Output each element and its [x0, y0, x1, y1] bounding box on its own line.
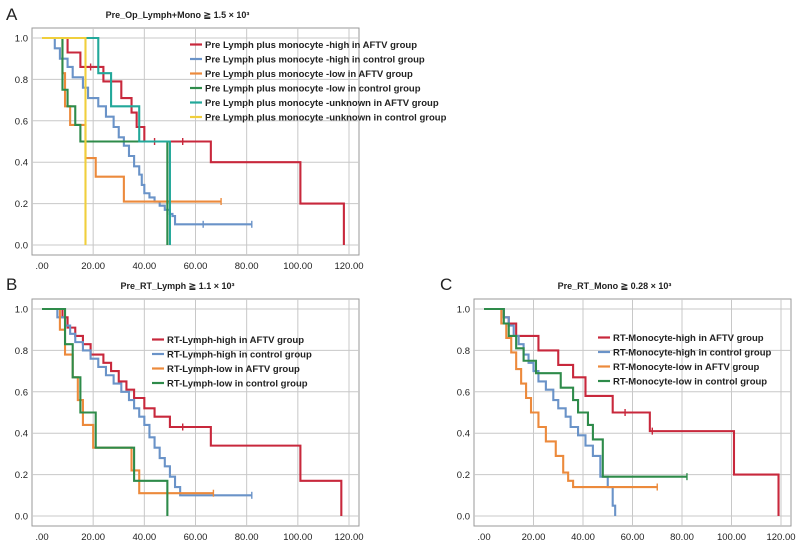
- km-curve-series-2: [42, 307, 252, 497]
- y-tick-label: 0.6: [15, 116, 28, 127]
- x-tick-label: 80.00: [670, 532, 694, 543]
- y-tick-label: 1.0: [15, 305, 28, 316]
- y-tick-label: 0.0: [15, 512, 28, 523]
- legend-label: Pre Lymph plus monocyte -high in control…: [205, 55, 425, 66]
- km-curve-series-1: [42, 307, 343, 516]
- legend-item: Pre Lymph plus monocyte -unknown in cont…: [190, 113, 447, 124]
- km-panel-c: Pre_RT_Mono ≧ 0.28 × 10³ .00 20.00 40.00 60.…: [457, 281, 796, 543]
- legend-item: RT-Lymph-low in AFTV group: [152, 364, 300, 375]
- km-curve-series-4: [484, 307, 687, 478]
- legend-label: RT-Lymph-low in AFTV group: [167, 364, 300, 375]
- x-tick-label: 40.00: [132, 532, 156, 543]
- y-tick-label: 0.2: [15, 199, 28, 210]
- legend-label: RT-Lymph-high in control group: [167, 350, 312, 361]
- legend-item: RT-Monocyte-high in AFTV group: [598, 333, 764, 344]
- x-tick-label: 100.00: [283, 532, 312, 543]
- legend-item: Pre Lymph plus monocyte -high in control…: [190, 55, 425, 66]
- x-tick-label: 80.00: [235, 261, 259, 272]
- y-tick-label: 0.4: [457, 429, 470, 440]
- legend-item: Pre Lymph plus monocyte -low in AFTV gro…: [190, 69, 413, 80]
- y-tick-label: 0.4: [15, 429, 28, 440]
- chart-title: Pre_RT_Lymph ≧ 1.1 × 10³: [120, 281, 234, 291]
- y-tick-label: 1.0: [457, 305, 470, 316]
- y-tick-label: 0.8: [15, 346, 28, 357]
- km-curve-series-1: [42, 36, 345, 245]
- panel-label-c: C: [440, 275, 452, 294]
- legend-label: RT-Monocyte-low in AFTV group: [613, 362, 760, 373]
- chart-title: Pre_Op_Lymph+Mono ≧ 1.5 × 10³: [106, 10, 250, 20]
- km-curve-series-3: [484, 307, 658, 489]
- chart-title: Pre_RT_Mono ≧ 0.28 × 10³: [558, 281, 672, 291]
- x-tick-label: .00: [35, 532, 48, 543]
- y-tick-label: 0.4: [15, 158, 28, 169]
- x-tick-label: 120.00: [334, 261, 363, 272]
- panel-label-a: A: [6, 5, 18, 24]
- x-tick-label: .00: [35, 261, 48, 272]
- x-tick-label: 60.00: [621, 532, 645, 543]
- x-tick-label: 20.00: [81, 532, 105, 543]
- x-tick-label: 120.00: [766, 532, 795, 543]
- km-curve-series-6: [42, 36, 87, 245]
- x-tick-label: 40.00: [132, 261, 156, 272]
- km-curve-series-2: [42, 36, 252, 226]
- legend-label: Pre Lymph plus monocyte -low in AFTV gro…: [205, 69, 413, 80]
- legend-item: Pre Lymph plus monocyte -low in control …: [190, 84, 421, 95]
- legend-label: Pre Lymph plus monocyte -unknown in AFTV…: [205, 98, 439, 109]
- y-tick-label: 0.8: [457, 346, 470, 357]
- x-tick-label: 20.00: [81, 261, 105, 272]
- legend-item: RT-Monocyte-high in control group: [598, 348, 772, 359]
- x-tick-label: 40.00: [571, 532, 595, 543]
- legend-item: Pre Lymph plus monocyte -unknown in AFTV…: [190, 98, 439, 109]
- legend-item: RT-Lymph-low in control group: [152, 379, 308, 390]
- legend-label: RT-Monocyte-high in control group: [613, 348, 772, 359]
- x-tick-label: .00: [477, 532, 490, 543]
- legend-label: RT-Monocyte-high in AFTV group: [613, 333, 764, 344]
- legend-label: Pre Lymph plus monocyte -unknown in cont…: [205, 113, 447, 124]
- km-curve-series-5: [42, 36, 171, 245]
- km-panel-a: Pre_Op_Lymph+Mono ≧ 1.5 × 10³ .00 20.00 40.…: [15, 10, 447, 272]
- x-tick-label: 60.00: [184, 532, 208, 543]
- y-tick-label: 0.8: [15, 75, 28, 86]
- km-curve-series-4: [42, 36, 169, 245]
- km-curve-series-4: [42, 307, 169, 516]
- y-tick-label: 0.6: [457, 387, 470, 398]
- y-tick-label: 0.2: [457, 470, 470, 481]
- legend-item: Pre Lymph plus monocyte -high in AFTV gr…: [190, 40, 417, 51]
- panel-label-b: B: [6, 275, 17, 294]
- legend-label: RT-Monocyte-low in control group: [613, 377, 767, 388]
- y-tick-label: 0.6: [15, 387, 28, 398]
- x-tick-label: 60.00: [184, 261, 208, 272]
- legend-label: Pre Lymph plus monocyte -low in control …: [205, 84, 421, 95]
- legend-item: RT-Monocyte-low in AFTV group: [598, 362, 760, 373]
- km-panel-b: Pre_RT_Lymph ≧ 1.1 × 10³ .00 20.00 40.00 60.…: [15, 281, 364, 543]
- legend-label: RT-Lymph-low in control group: [167, 379, 308, 390]
- x-tick-label: 120.00: [334, 532, 363, 543]
- legend-item: RT-Lymph-high in control group: [152, 350, 312, 361]
- legend-item: RT-Monocyte-low in control group: [598, 377, 767, 388]
- legend-item: RT-Lymph-high in AFTV group: [152, 335, 304, 346]
- x-tick-label: 80.00: [235, 532, 259, 543]
- x-tick-label: 100.00: [717, 532, 746, 543]
- y-tick-label: 0.0: [457, 512, 470, 523]
- x-tick-label: 100.00: [283, 261, 312, 272]
- legend-label: Pre Lymph plus monocyte -high in AFTV gr…: [205, 40, 417, 51]
- y-tick-label: 1.0: [15, 34, 28, 45]
- y-tick-label: 0.0: [15, 241, 28, 252]
- legend-label: RT-Lymph-high in AFTV group: [167, 335, 304, 346]
- y-tick-label: 0.2: [15, 470, 28, 481]
- x-tick-label: 20.00: [522, 532, 546, 543]
